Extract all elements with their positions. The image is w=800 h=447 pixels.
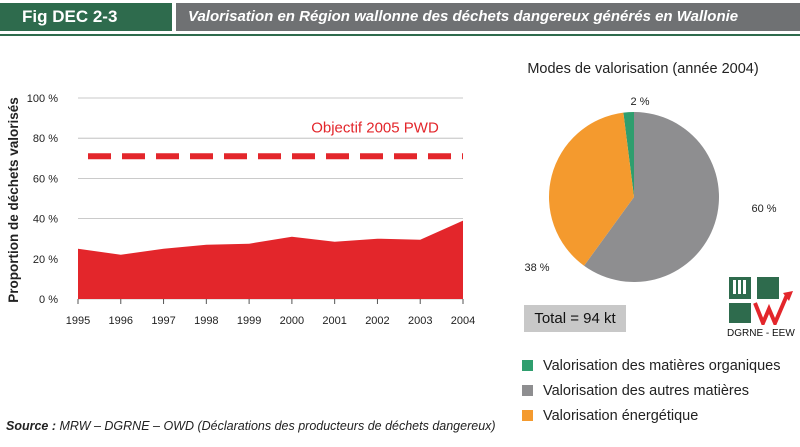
pie-slice-energy — [549, 112, 634, 266]
total-box: Total = 94 kt — [524, 305, 626, 332]
y-tick-labels: 0 % 20 % 40 % 60 % 80 % 100 % — [27, 93, 58, 306]
pie-slice-organic — [623, 112, 634, 197]
x-tick-label: 2001 — [322, 315, 346, 327]
legend-label-organic: Valorisation des matières organiques — [543, 357, 781, 374]
logo-caption: DGRNE - EEW — [727, 328, 795, 339]
x-tick-label: 2000 — [280, 315, 304, 327]
target-label: Objectif 2005 PWD — [311, 119, 439, 136]
legend: Valorisation des matières organiques Val… — [522, 353, 781, 428]
x-tick-label: 2004 — [451, 315, 475, 327]
pie-chart — [549, 111, 720, 282]
figure-label: Fig DEC 2-3 — [0, 3, 172, 31]
y-tick-label: 80 % — [33, 133, 58, 145]
area-series — [78, 220, 463, 299]
pie-title: Modes de valorisation (année 2004) — [527, 61, 758, 77]
legend-label-other: Valorisation des autres matières — [543, 382, 750, 399]
area-layer — [78, 220, 463, 299]
legend-item-energy: Valorisation énergétique — [522, 403, 781, 428]
pie-label-other: 60 % — [751, 203, 776, 215]
x-tick-label: 1999 — [237, 315, 261, 327]
source-note: Source : MRW – DGRNE – OWD (Déclarations… — [6, 419, 496, 433]
x-tick-label: 1997 — [151, 315, 175, 327]
legend-swatch-other — [522, 385, 533, 396]
x-tick-label: 2002 — [365, 315, 389, 327]
header-divider — [0, 34, 800, 36]
figure-title: Valorisation en Région wallonne des déch… — [176, 3, 800, 31]
y-tick-label: 60 % — [33, 173, 58, 185]
y-tick-label: 20 % — [33, 254, 58, 266]
figure-header: Fig DEC 2-3 Valorisation en Région wallo… — [0, 0, 800, 36]
x-tick-label: 2003 — [408, 315, 432, 327]
y-tick-label: 40 % — [33, 214, 58, 226]
pie-label-energy: 38 % — [524, 262, 549, 274]
x-tick-label: 1995 — [66, 315, 90, 327]
legend-swatch-energy — [522, 410, 533, 421]
x-tick-label: 1998 — [194, 315, 218, 327]
source-prefix: Source : — [6, 419, 57, 433]
x-tick-labels: 1995 1996 1997 1998 1999 2000 2001 2002 2003 2004 — [66, 299, 475, 327]
legend-label-energy: Valorisation énergétique — [543, 407, 699, 424]
x-tick-label: 1996 — [109, 315, 133, 327]
legend-item-other: Valorisation des autres matières — [522, 378, 781, 403]
dgrne-logo-icon — [727, 275, 795, 341]
y-axis-label: Proportion de déchets valorisés — [6, 97, 21, 303]
legend-swatch-organic — [522, 360, 533, 371]
y-tick-label: 100 % — [27, 93, 58, 105]
legend-item-organic: Valorisation des matières organiques — [522, 353, 781, 378]
pie-slice-other — [584, 111, 720, 282]
y-tick-label: 0 % — [39, 294, 58, 306]
pie-labels: 2 % 60 % 38 % — [524, 96, 776, 274]
pie-label-organic: 2 % — [631, 96, 650, 108]
source-text: MRW – DGRNE – OWD (Déclarations des prod… — [59, 419, 496, 433]
